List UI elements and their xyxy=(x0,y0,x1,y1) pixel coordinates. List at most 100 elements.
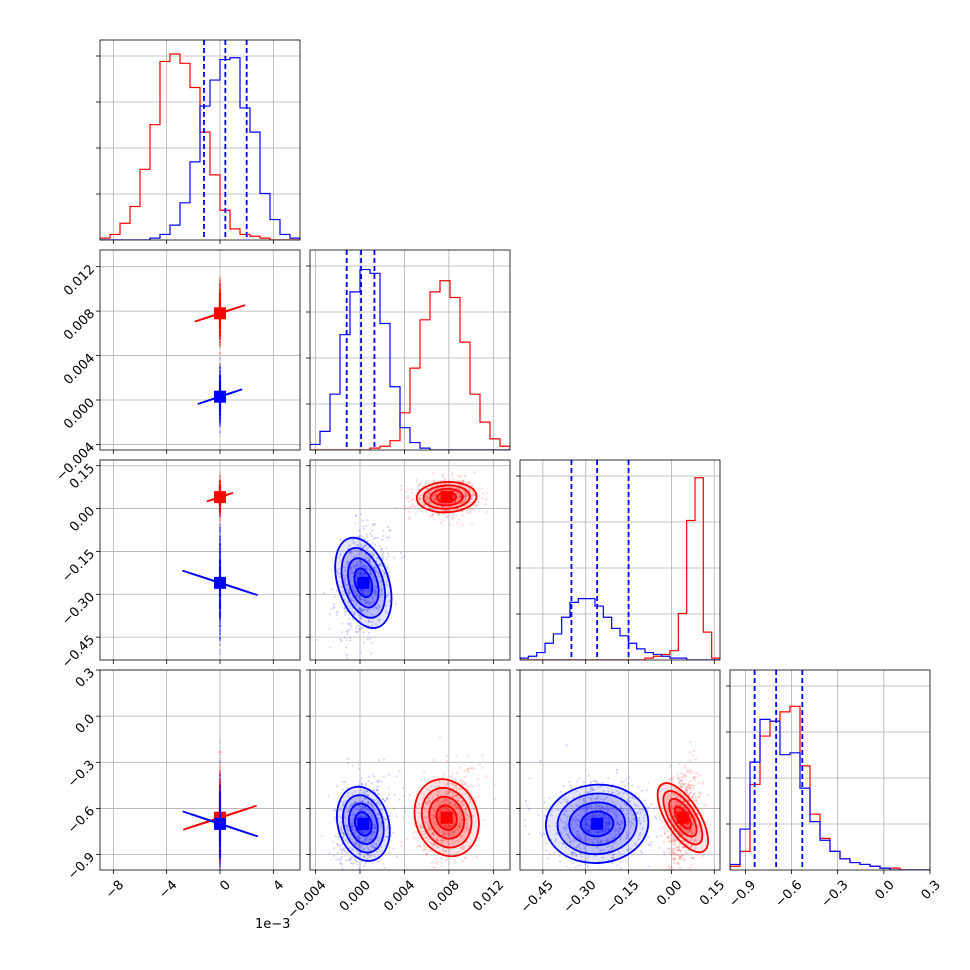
scatter-point-2-0-1 xyxy=(218,528,222,531)
scatter-point-3-0-0 xyxy=(218,831,222,834)
scatter-point-2-0-1 xyxy=(218,529,222,532)
scatter-point-2-0-0 xyxy=(218,484,222,488)
scatter-point-1-0-1 xyxy=(218,383,222,386)
scatter-point-3-0-0 xyxy=(218,866,222,870)
scatter-point-2-1-0 xyxy=(442,519,445,522)
scatter-point-2-1-1 xyxy=(365,600,368,603)
scatter-point-3-0-0 xyxy=(218,799,222,802)
scatter-point-1-0-0 xyxy=(218,294,222,297)
scatter-point-2-0-0 xyxy=(218,483,222,486)
scatter-point-2-0-1 xyxy=(218,570,222,573)
scatter-point-1-0-1 xyxy=(218,403,222,406)
scatter-point-1-0-0 xyxy=(218,334,222,337)
scatter-point-2-1-1 xyxy=(340,639,343,642)
scatter-point-2-0-1 xyxy=(218,596,222,599)
scatter-point-2-0-1 xyxy=(218,607,222,610)
scatter-point-1-0-0 xyxy=(218,322,222,325)
scatter-point-1-0-0 xyxy=(218,320,222,323)
scatter-point-2-0-1 xyxy=(218,567,222,570)
scatter-point-3-0-0 xyxy=(218,837,222,840)
scatter-point-2-1-1 xyxy=(340,585,344,589)
scatter-point-2-1-1 xyxy=(356,602,359,605)
scatter-point-2-0-1 xyxy=(218,561,222,564)
scatter-point-2-1-1 xyxy=(345,630,349,633)
scatter-point-3-0-0 xyxy=(218,795,222,798)
scatter-point-3-0-0 xyxy=(218,779,222,782)
scatter-point-1-0-1 xyxy=(218,410,222,413)
scatter-point-1-0-1 xyxy=(218,408,222,411)
scatter-point-2-0-1 xyxy=(218,545,222,548)
scatter-point-1-0-0 xyxy=(218,300,222,304)
scatter-point-2-1-0 xyxy=(426,495,429,498)
scatter-point-1-0-1 xyxy=(218,420,222,423)
scatter-point-2-0-1 xyxy=(218,602,222,606)
scatter-point-2-1-1 xyxy=(362,545,365,548)
scatter-point-1-0-1 xyxy=(218,416,222,419)
scatter-point-2-0-1 xyxy=(218,535,222,539)
scatter-point-2-1-1 xyxy=(361,608,364,611)
scatter-point-3-0-0 xyxy=(218,786,222,789)
scatter-point-3-0-0 xyxy=(218,783,222,787)
scatter-point-2-0-1 xyxy=(218,597,222,601)
scatter-point-1-0-0 xyxy=(218,339,222,343)
scatter-point-1-0-1 xyxy=(218,417,222,420)
scatter-point-2-1-1 xyxy=(349,607,352,610)
scatter-point-3-0-0 xyxy=(218,799,222,802)
scatter-point-2-0-0 xyxy=(218,504,222,508)
scatter-point-2-0-1 xyxy=(218,594,222,597)
scatter-point-1-0-1 xyxy=(218,374,222,378)
scatter-point-2-0-1 xyxy=(218,554,222,557)
scatter-point-1-0-0 xyxy=(218,341,222,344)
scatter-point-2-0-1 xyxy=(218,537,222,540)
scatter-point-3-0-0 xyxy=(218,807,222,810)
scatter-point-1-0-1 xyxy=(218,403,222,406)
scatter-point-2-0-0 xyxy=(218,503,222,506)
scatter-point-2-0-1 xyxy=(218,600,222,603)
scatter-point-2-0-1 xyxy=(218,575,222,578)
scatter-point-2-0-1 xyxy=(218,638,222,641)
scatter-point-1-0-1 xyxy=(218,387,222,390)
scatter-point-2-0-1 xyxy=(218,592,222,596)
scatter-point-2-0-1 xyxy=(218,611,222,615)
scatter-point-2-1-0 xyxy=(459,476,462,479)
scatter-point-2-0-1 xyxy=(218,600,222,603)
scatter-point-2-0-0 xyxy=(218,511,222,515)
scatter-point-1-0-1 xyxy=(218,405,222,408)
scatter-point-2-0-1 xyxy=(218,563,222,566)
scatter-point-3-0-0 xyxy=(218,790,222,793)
scatter-point-2-0-1 xyxy=(218,588,222,591)
scatter-point-1-0-1 xyxy=(218,407,222,410)
scatter-point-1-0-1 xyxy=(218,385,222,388)
scatter-point-1-0-0 xyxy=(218,305,222,308)
scatter-point-3-0-0 xyxy=(218,852,222,855)
scatter-point-1-0-1 xyxy=(218,422,222,425)
scatter-point-3-0-0 xyxy=(218,783,222,786)
scatter-point-1-0-0 xyxy=(218,342,222,346)
scatter-point-1-0-0 xyxy=(218,291,222,295)
scatter-point-2-0-0 xyxy=(218,489,222,492)
scatter-point-2-0-1 xyxy=(218,604,222,607)
scatter-point-3-0-0 xyxy=(218,866,222,869)
scatter-point-2-0-0 xyxy=(218,508,222,511)
scatter-point-2-1-0 xyxy=(424,497,428,500)
scatter-point-3-0-0 xyxy=(218,789,222,792)
scatter-point-1-0-0 xyxy=(218,321,222,324)
scatter-point-3-0-0 xyxy=(218,807,222,810)
scatter-point-2-0-0 xyxy=(218,483,222,487)
scatter-point-2-1-0 xyxy=(451,512,454,515)
scatter-point-2-0-1 xyxy=(218,544,222,547)
scatter-point-2-0-1 xyxy=(218,600,222,604)
scatter-point-2-0-0 xyxy=(218,483,222,486)
scatter-point-1-0-0 xyxy=(218,301,222,304)
scatter-point-3-0-0 xyxy=(218,835,222,838)
scatter-point-2-0-1 xyxy=(218,556,222,560)
scatter-point-2-0-0 xyxy=(218,513,222,516)
scatter-point-2-0-1 xyxy=(218,595,222,598)
scatter-point-2-1-1 xyxy=(342,574,345,577)
scatter-point-2-0-1 xyxy=(218,590,222,593)
scatter-point-2-0-1 xyxy=(218,605,222,608)
scatter-point-2-0-1 xyxy=(218,564,222,567)
scatter-point-3-0-0 xyxy=(218,856,222,859)
scatter-point-3-0-0 xyxy=(218,793,222,797)
scatter-point-1-0-1 xyxy=(218,386,222,389)
